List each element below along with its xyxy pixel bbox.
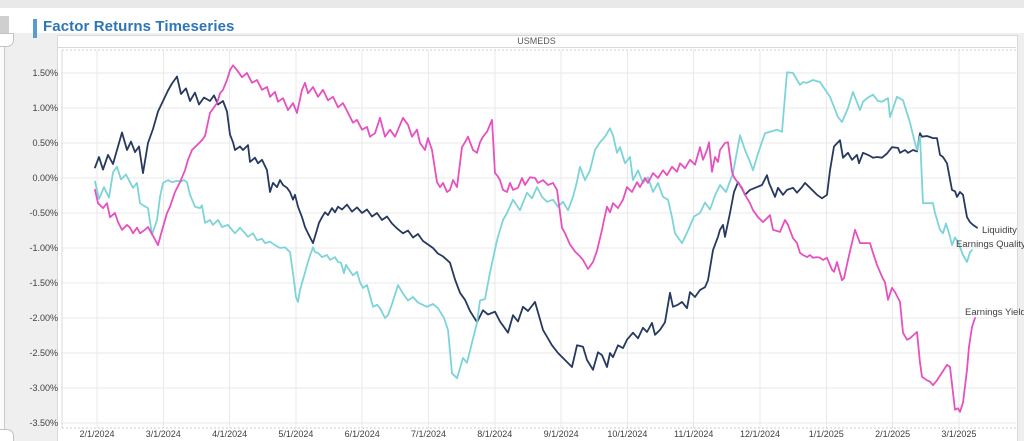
page-header: Factor Returns Timeseries [0,8,1024,40]
y-tick-label: 1.00% [32,103,58,113]
x-tick-label: 8/1/2024 [477,429,512,439]
x-tick-label: 2/1/2025 [875,429,910,439]
series-line-earnings-yield[interactable] [94,64,976,413]
splitter-collapse-handle-bottom[interactable] [0,429,14,441]
series-end-label-earnings-yield: Earnings Yield [965,307,1024,318]
x-tick-label: 3/1/2025 [941,429,976,439]
y-tick-label: -2.00% [29,313,58,323]
header-corner-block [0,16,9,40]
x-tick-label: 6/1/2024 [345,429,380,439]
x-tick-label: 5/1/2024 [278,429,313,439]
x-tick-label: 4/1/2024 [212,429,247,439]
splitter-collapse-handle-top[interactable] [0,33,14,47]
x-tick-label: 2/1/2024 [79,429,114,439]
page-title: Factor Returns Timeseries [43,18,235,35]
series-end-label-earnings-quality: Earnings Quality [956,239,1024,250]
y-tick-label: -1.50% [29,278,58,288]
x-tick-label: 7/1/2024 [411,429,446,439]
y-tick-label: -3.50% [29,418,58,428]
y-tick-label: 1.50% [32,68,58,78]
y-tick-label: -1.00% [29,243,58,253]
panel-splitter-divider[interactable] [4,45,5,429]
x-tick-label: 1/1/2025 [809,429,844,439]
x-tick-label: 9/1/2024 [544,429,579,439]
y-tick-label: -0.50% [29,208,58,218]
y-tick-label: 0.00% [32,173,58,183]
left-gutter [0,33,4,440]
y-tick-label: 0.50% [32,138,58,148]
y-tick-label: -2.50% [29,348,58,358]
series-line-earnings-quality[interactable] [94,71,973,380]
title-accent-bar [33,19,37,38]
x-tick-label: 11/1/2024 [674,429,713,439]
x-tick-label: 10/1/2024 [607,429,647,439]
series-end-label-liquidity: Liquidity [982,225,1017,236]
series-line-liquidity[interactable] [94,75,978,371]
x-tick-label: 3/1/2024 [146,429,181,439]
x-tick-label: 12/1/2024 [740,429,780,439]
y-tick-label: -3.00% [29,383,58,393]
chart-title: USMEDS [57,35,1016,48]
